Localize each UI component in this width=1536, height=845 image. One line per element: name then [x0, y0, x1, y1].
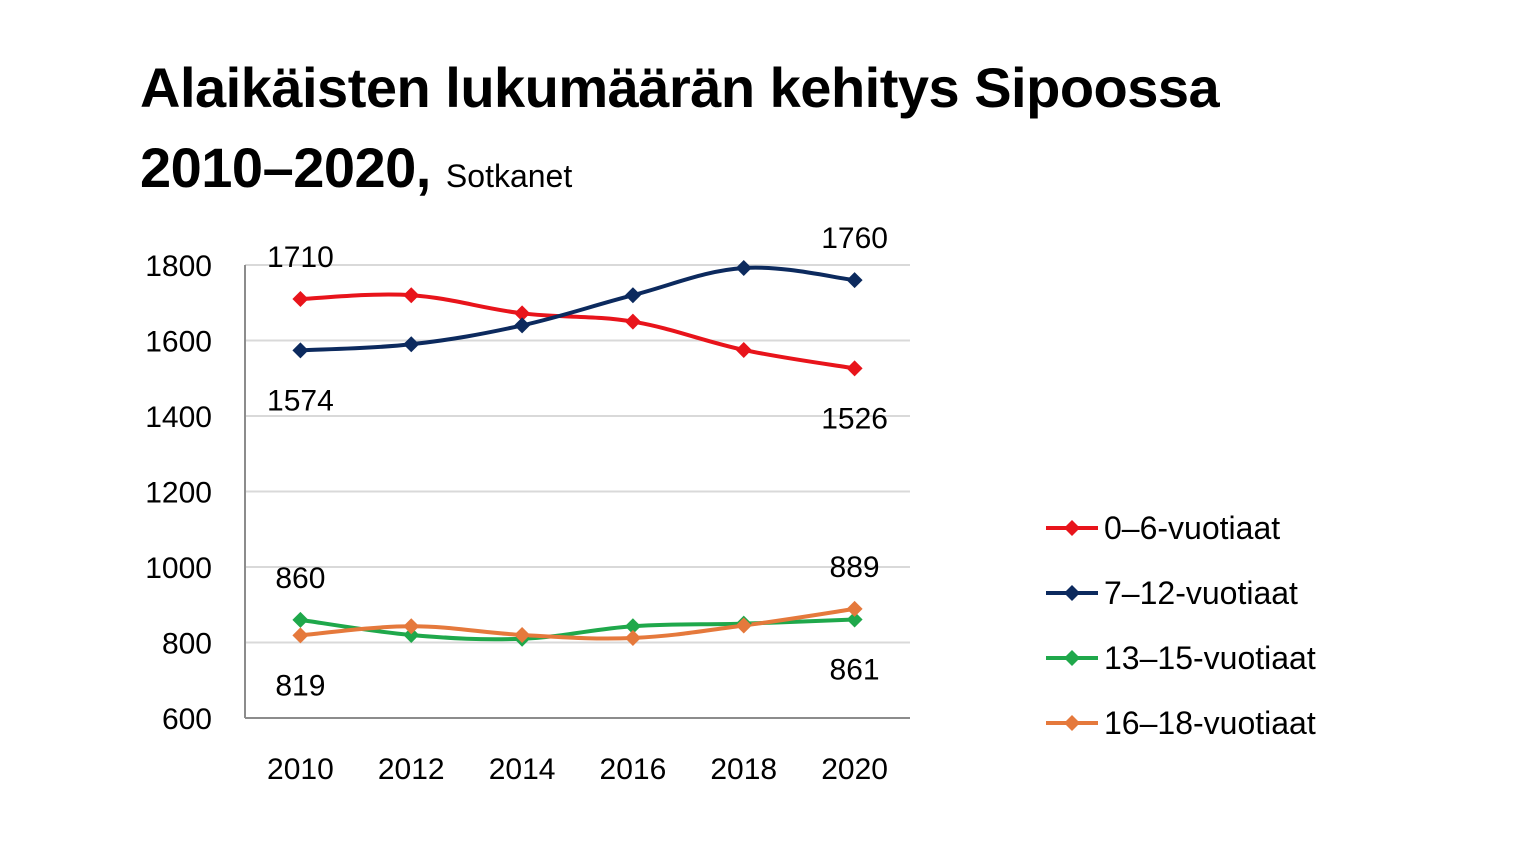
series-markers — [292, 260, 863, 647]
data-labels: 1710 1526 1574 1760 860 861 819 889 — [267, 222, 888, 702]
data-label: 1526 — [821, 402, 888, 435]
x-tick-label: 2016 — [600, 753, 667, 786]
y-tick-label: 1400 — [145, 401, 212, 434]
legend: 0–6-vuotiaat 7–12-vuotiaat 13–15-vuotiaat 1… — [1046, 510, 1316, 741]
legend-swatch-marker — [1064, 715, 1080, 731]
x-tick-label: 2020 — [821, 753, 888, 786]
data-point-marker — [846, 272, 863, 289]
series-line-0 — [300, 292, 855, 371]
data-label: 889 — [830, 551, 880, 584]
data-point-marker — [624, 618, 641, 635]
grid-lines — [245, 264, 910, 644]
axes — [244, 265, 910, 719]
title-source: Sotkanet — [445, 158, 573, 194]
x-tick-label: 2014 — [489, 753, 556, 786]
title-line-2: 2010–2020, — [140, 136, 431, 199]
chart-title: Alaikäisten lukumäärän kehitys Sipoossa 2… — [140, 48, 1220, 216]
data-point-marker — [735, 617, 752, 634]
legend-swatch-marker — [1064, 650, 1080, 666]
series-lines — [300, 265, 855, 642]
y-tick-label: 1000 — [145, 552, 212, 585]
data-point-marker — [292, 627, 309, 644]
data-point-marker — [846, 600, 863, 617]
data-point-marker — [403, 287, 420, 304]
data-label: 1574 — [267, 384, 334, 417]
data-point-marker — [292, 611, 309, 628]
data-label: 860 — [275, 562, 325, 595]
y-tick-label: 1600 — [145, 326, 212, 359]
legend-swatch-marker — [1064, 585, 1080, 601]
data-point-marker — [292, 290, 309, 307]
data-point-marker — [624, 287, 641, 304]
data-label: 1710 — [267, 241, 334, 274]
data-point-marker — [514, 305, 531, 322]
data-point-marker — [292, 342, 309, 359]
legend-label: 7–12-vuotiaat — [1104, 575, 1298, 611]
data-label: 1760 — [821, 222, 888, 255]
data-label: 861 — [830, 653, 880, 686]
y-tick-label: 1200 — [145, 477, 212, 510]
legend-label: 0–6-vuotiaat — [1104, 510, 1280, 546]
y-tick-label: 800 — [162, 628, 212, 661]
data-point-marker — [403, 626, 420, 643]
data-point-marker — [403, 336, 420, 353]
data-point-marker — [735, 341, 752, 358]
data-point-marker — [846, 360, 863, 377]
data-point-marker — [403, 618, 420, 635]
series-line-1 — [300, 265, 855, 353]
data-label: 819 — [275, 669, 325, 702]
legend-label: 16–18-vuotiaat — [1104, 705, 1316, 741]
y-tick-label: 1800 — [145, 250, 212, 283]
data-point-marker — [846, 611, 863, 628]
data-point-marker — [624, 629, 641, 646]
x-tick-label: 2012 — [378, 753, 445, 786]
y-tick-label: 600 — [162, 703, 212, 736]
data-point-marker — [735, 260, 752, 277]
data-point-marker — [624, 313, 641, 330]
series-line-3 — [300, 606, 855, 641]
legend-label: 13–15-vuotiaat — [1104, 640, 1316, 676]
data-point-marker — [514, 626, 531, 643]
title-line-1: Alaikäisten lukumäärän kehitys Sipoossa — [140, 56, 1220, 119]
x-axis-ticks: 2010 2012 2014 2016 2018 2020 — [267, 753, 888, 786]
legend-swatch-marker — [1064, 520, 1080, 536]
x-tick-label: 2010 — [267, 753, 334, 786]
x-tick-label: 2018 — [710, 753, 777, 786]
y-axis-ticks: 600 800 1000 1200 1400 1600 1800 — [145, 250, 212, 736]
data-point-marker — [514, 317, 531, 334]
